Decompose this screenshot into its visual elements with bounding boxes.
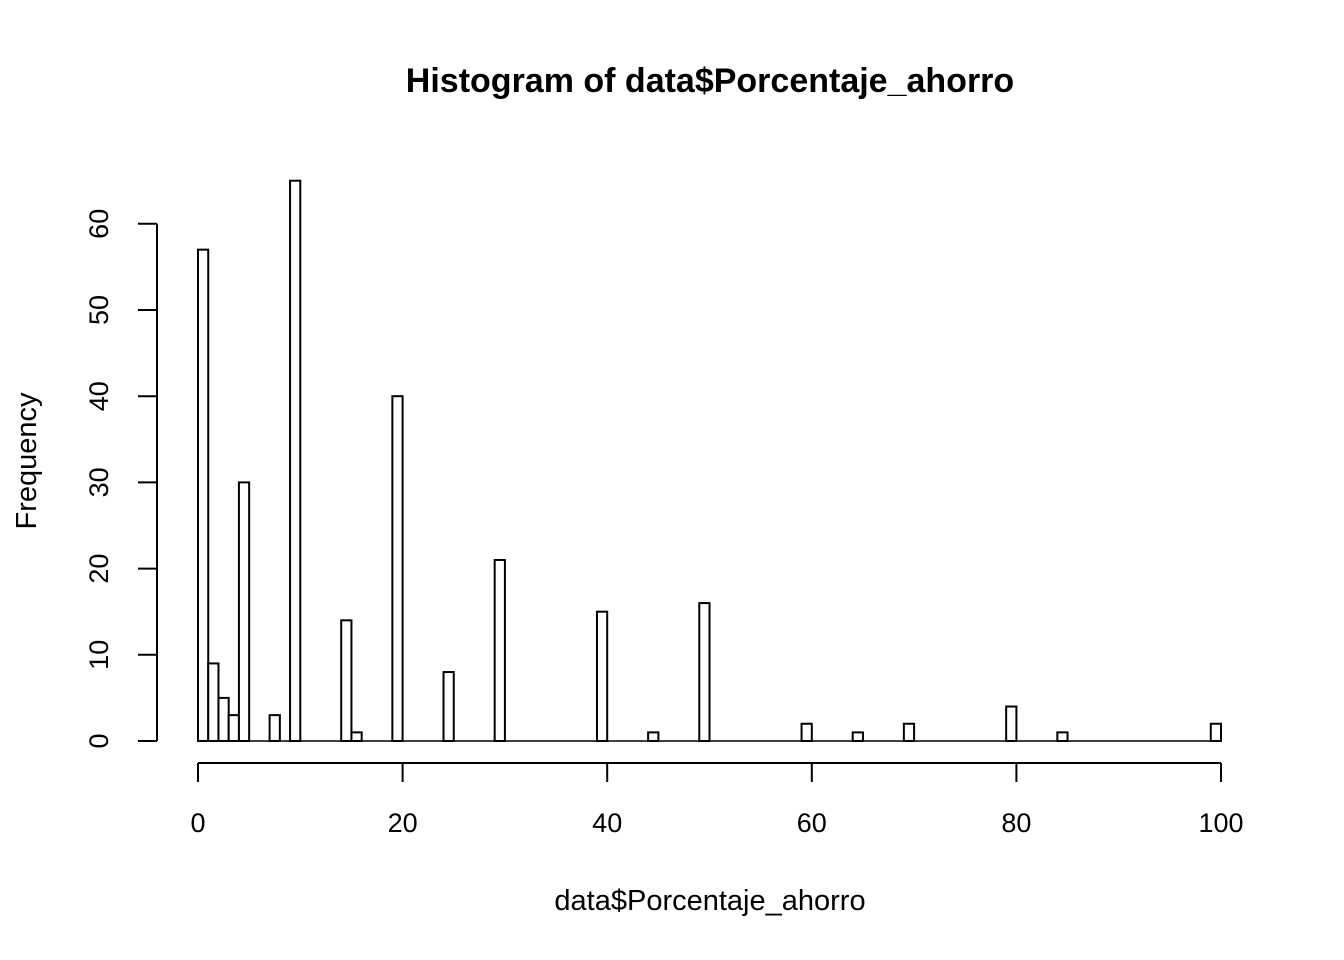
x-tick-label: 80	[1001, 808, 1031, 838]
y-tick-label: 0	[84, 733, 114, 748]
histogram-bar	[442, 671, 455, 742]
y-tick-label: 60	[84, 209, 114, 239]
y-tick-label: 30	[84, 467, 114, 497]
histogram-bar	[647, 731, 660, 743]
x-tick-label: 0	[190, 808, 205, 838]
histogram-bar	[851, 731, 864, 743]
y-axis-label: Frequency	[11, 392, 43, 530]
histogram-bar	[217, 696, 230, 743]
y-tick-label: 40	[84, 381, 114, 411]
histogram-bar	[902, 722, 916, 743]
histogram-bar	[1005, 705, 1018, 743]
histogram-bar	[207, 662, 220, 742]
histogram-bar	[340, 619, 353, 743]
histogram-bar	[698, 602, 711, 743]
histogram-bar	[350, 731, 363, 743]
histogram-bar	[268, 714, 281, 743]
x-tick-label: 100	[1198, 808, 1243, 838]
chart-title: Histogram of data$Porcentaje_ahorro	[406, 62, 1014, 100]
histogram-bar	[595, 610, 609, 743]
histogram-bar	[289, 179, 302, 742]
y-tick-label: 20	[84, 554, 114, 584]
histogram-bar	[1209, 722, 1223, 743]
x-tick-label: 40	[592, 808, 622, 838]
histogram-bar	[391, 395, 404, 742]
histogram-bar	[800, 722, 813, 743]
histogram-bar	[227, 714, 240, 743]
x-axis: 0 20 40 60 80 100	[190, 762, 1244, 838]
y-axis: 0 10 20 30 40 50 60	[84, 209, 158, 749]
histogram-bar	[1056, 731, 1069, 743]
y-tick-label: 10	[84, 640, 114, 670]
bars-group	[197, 179, 1223, 743]
x-tick-label: 20	[388, 808, 418, 838]
histogram-bar	[493, 558, 506, 742]
histogram-bar	[237, 481, 251, 742]
x-tick-label: 60	[797, 808, 827, 838]
y-tick-label: 50	[84, 295, 114, 325]
histogram-bar	[197, 248, 210, 742]
x-axis-label: data$Porcentaje_ahorro	[554, 885, 865, 917]
